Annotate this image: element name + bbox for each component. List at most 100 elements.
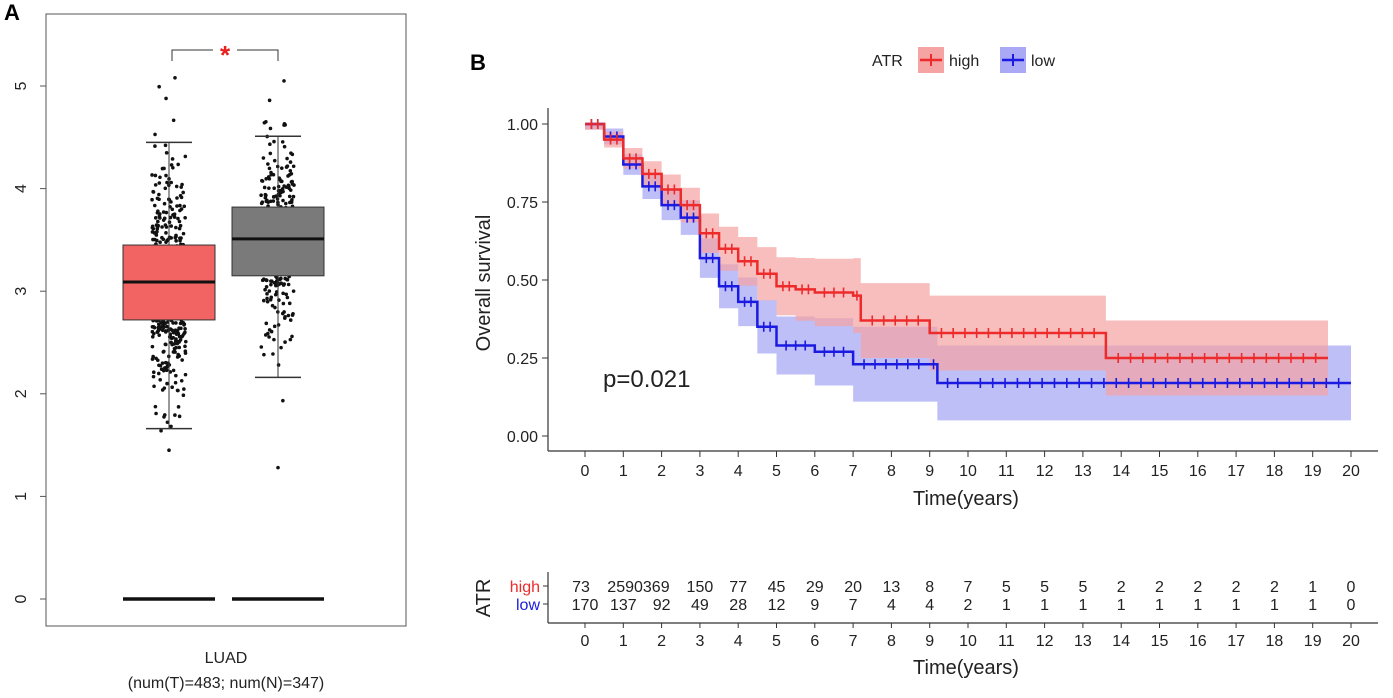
censor-mark-high	[948, 328, 959, 339]
censor-mark-low	[1111, 377, 1122, 388]
data-point	[159, 428, 163, 433]
data-point	[177, 326, 181, 331]
risk-x-tick-label: 2	[657, 633, 666, 650]
risk-x-tick-label: 6	[810, 633, 819, 650]
data-point	[286, 183, 291, 188]
censor-mark-low	[745, 296, 756, 307]
censor-mark-low	[650, 181, 661, 192]
data-point	[260, 178, 264, 183]
data-point	[181, 393, 186, 398]
censor-mark-high	[1125, 353, 1136, 363]
data-point	[272, 324, 277, 329]
risk-x-tick-label: 13	[1074, 633, 1092, 650]
data-point	[180, 358, 184, 362]
data-point	[153, 132, 157, 137]
data-point	[154, 233, 159, 237]
risk-table-label: ATR	[473, 579, 495, 618]
data-point	[183, 216, 187, 220]
censor-mark-low	[1037, 377, 1048, 388]
data-point	[152, 203, 157, 208]
censor-mark-high	[688, 200, 699, 211]
risk-cell: 1	[1193, 597, 1202, 614]
risk-cell: 20	[844, 579, 862, 596]
y-tick-label: 5	[13, 81, 30, 90]
risk-cell: 150	[687, 579, 714, 596]
censor-mark-low	[1234, 377, 1245, 388]
data-point	[259, 193, 263, 198]
km-x-tick-label: 1	[619, 463, 628, 480]
data-point	[183, 154, 188, 159]
y-tick-label: 3	[13, 287, 30, 296]
km-x-tick-label: 11	[998, 463, 1015, 480]
data-point	[269, 279, 273, 283]
censor-mark-high	[838, 287, 849, 298]
data-point	[177, 345, 182, 350]
data-point	[174, 239, 178, 243]
data-point	[271, 199, 276, 203]
km-x-tick-label: 18	[1266, 463, 1284, 480]
data-point	[165, 180, 169, 185]
data-point	[183, 339, 188, 344]
censor-mark-high	[1030, 328, 1041, 339]
panel-a-boxes	[122, 135, 325, 601]
data-point	[291, 164, 296, 169]
risk-x-tick-label: 4	[734, 633, 743, 650]
censor-mark-low	[1135, 377, 1146, 388]
censor-mark-high	[611, 134, 622, 145]
data-point	[288, 337, 293, 342]
km-x-tick-label: 15	[1151, 463, 1169, 480]
data-point	[158, 175, 162, 180]
data-point	[269, 295, 274, 300]
data-point	[173, 75, 177, 80]
data-point	[263, 192, 268, 197]
legend-label-high: high	[949, 53, 979, 70]
data-point	[174, 321, 178, 325]
censor-mark-high	[1211, 353, 1222, 363]
censor-mark-high	[959, 328, 970, 339]
km-x-tick-label: 10	[959, 463, 977, 480]
censor-mark-low	[987, 377, 998, 388]
censor-mark-low	[1197, 377, 1208, 388]
data-point	[150, 173, 154, 177]
censor-mark-high	[1006, 328, 1017, 339]
risk-cell: 2	[1232, 579, 1241, 596]
data-point	[278, 277, 282, 281]
data-point	[272, 158, 277, 163]
censor-mark-high	[1286, 353, 1296, 363]
censor-mark-high	[669, 184, 680, 195]
data-point	[183, 349, 188, 353]
data-point	[260, 278, 265, 283]
censor-mark-high	[1162, 353, 1173, 363]
censor-mark-low	[838, 346, 849, 357]
censor-mark-low	[1210, 377, 1221, 388]
censor-mark-high	[971, 328, 982, 339]
data-point	[165, 420, 170, 425]
censor-mark-high	[631, 153, 642, 164]
censor-mark-high	[983, 328, 994, 339]
data-point	[279, 179, 283, 184]
data-point	[272, 337, 276, 342]
risk-cell: 28	[729, 597, 747, 614]
risk-cell: 7	[849, 597, 858, 614]
data-point	[273, 292, 278, 297]
data-point	[162, 201, 167, 206]
data-point	[267, 166, 272, 171]
box-N	[231, 206, 325, 277]
censor-mark-high	[1042, 328, 1053, 339]
risk-x-tick-label: 14	[1112, 633, 1130, 650]
data-point	[264, 321, 269, 326]
data-point	[181, 190, 185, 195]
data-point	[175, 204, 179, 208]
censor-mark-low	[1296, 377, 1307, 388]
data-point	[261, 156, 266, 160]
censor-mark-low	[1259, 377, 1270, 388]
data-point	[179, 236, 183, 240]
km-x-tick-label: 17	[1227, 463, 1245, 480]
risk-x-tick-label: 20	[1342, 633, 1360, 650]
data-point	[183, 344, 187, 349]
risk-table: high 73 2590369 150 77 45 29 20 13 8 7 5 5 5 2 2 2 2 2 1 0lo…	[510, 572, 1378, 650]
data-point	[156, 328, 161, 332]
data-point	[177, 414, 182, 419]
risk-x-tick-label: 8	[887, 633, 896, 650]
data-point	[265, 296, 269, 301]
